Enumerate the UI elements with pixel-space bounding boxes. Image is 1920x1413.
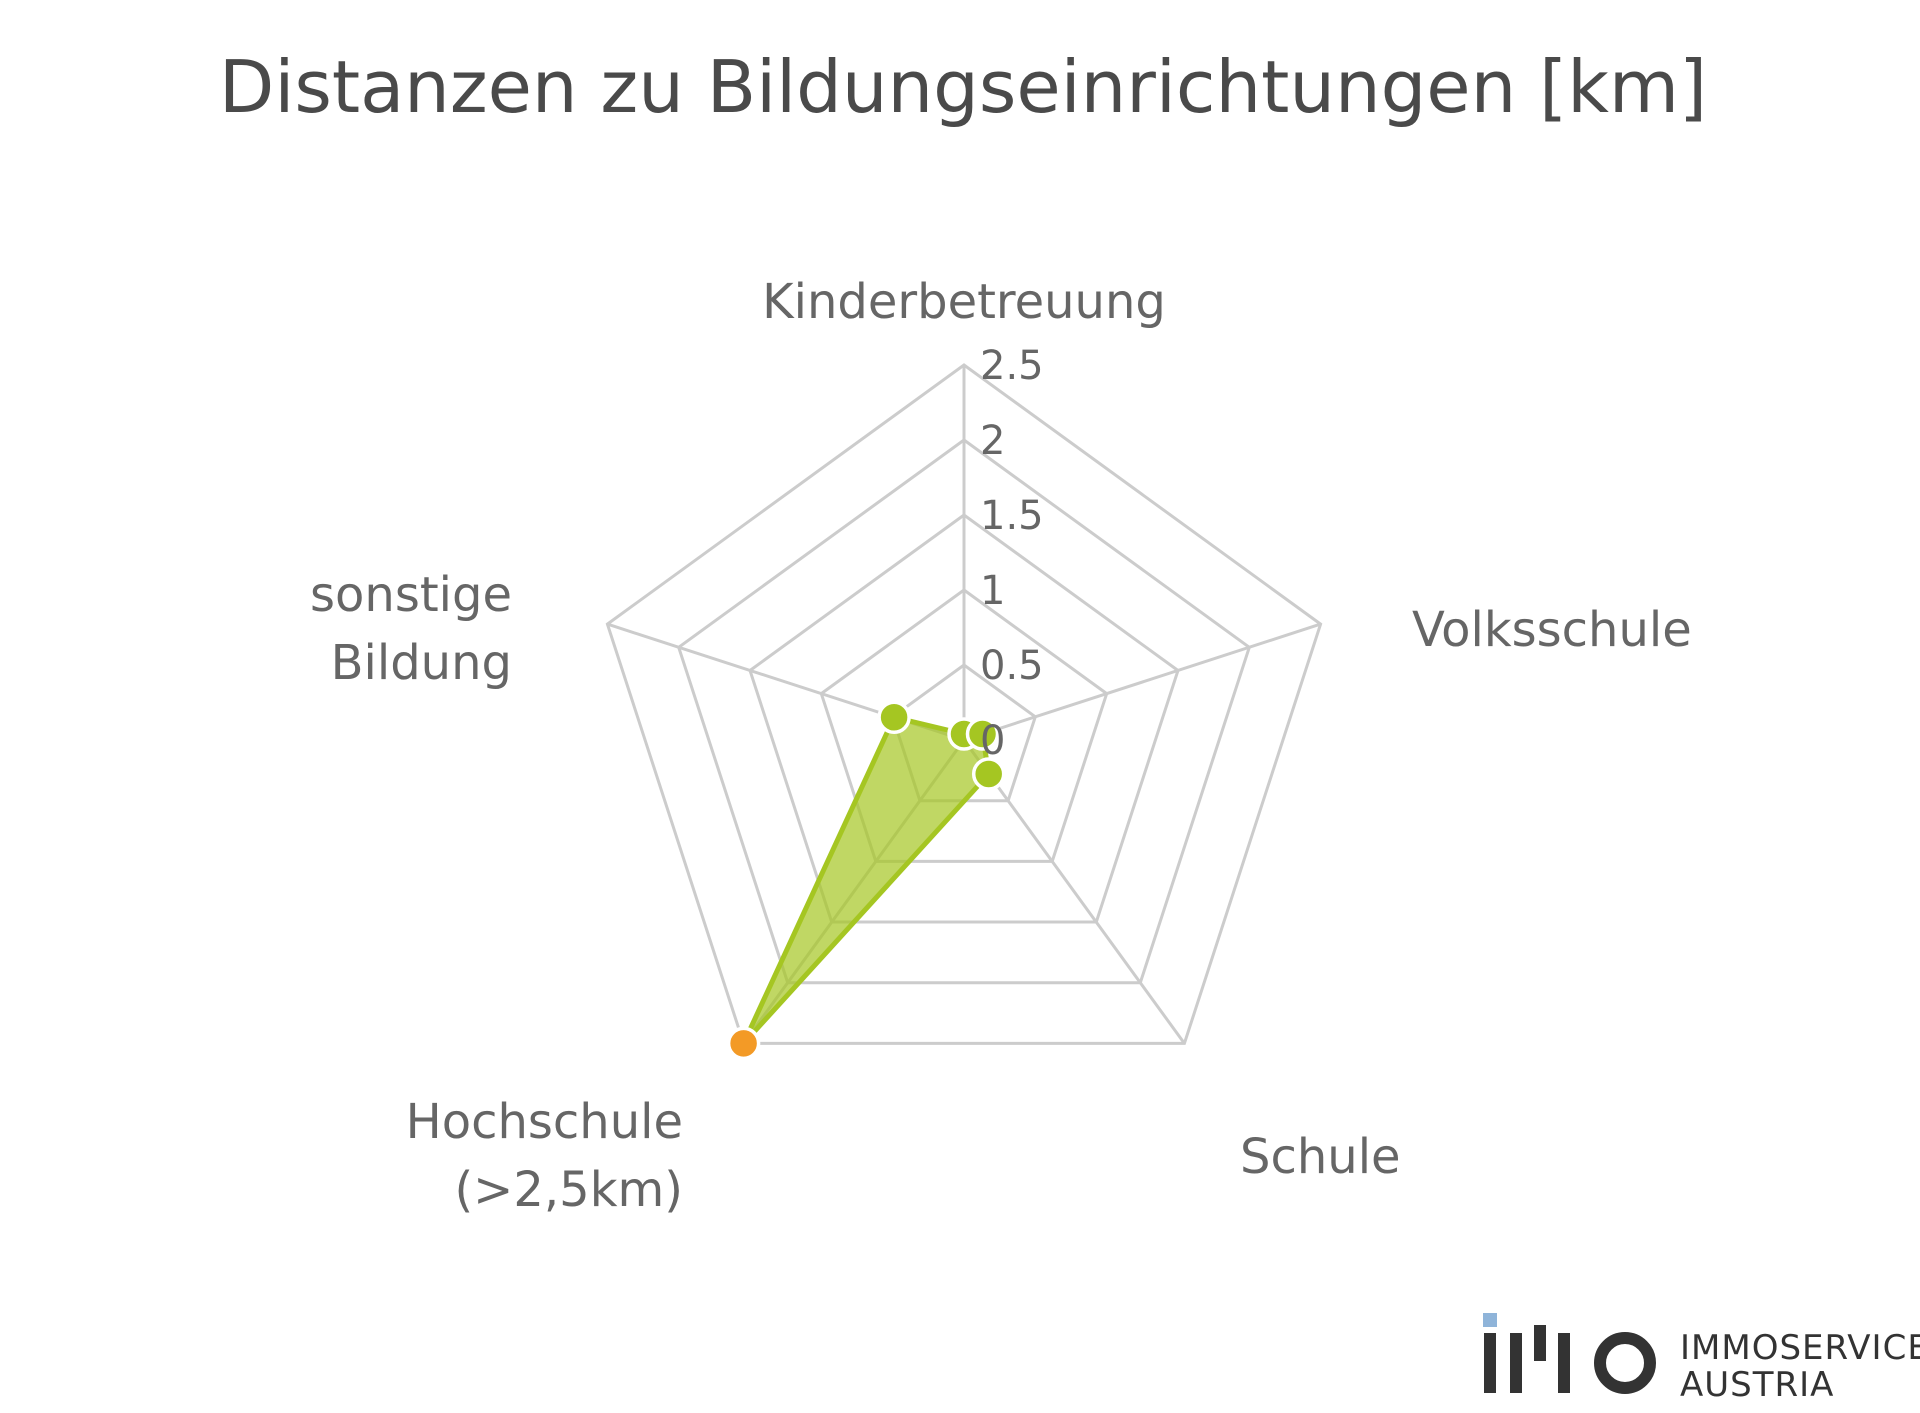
- logo-mark-bar-3: [1534, 1325, 1546, 1361]
- category-label-4-line-1: Bildung: [331, 635, 512, 691]
- grid-ring-3: [748, 513, 1180, 924]
- chart-title: Distanzen zu Bildungseinrichtungen [km]: [219, 45, 1707, 129]
- radar-grid: [605, 363, 1323, 1045]
- category-label-0-line-0: Kinderbetreuung: [762, 274, 1166, 330]
- grid-spoke-2: [962, 739, 1186, 1045]
- tick-label-1: 0.5: [980, 643, 1044, 689]
- logo-accent-square: [1483, 1313, 1497, 1327]
- logo-mark-bar-2: [1510, 1333, 1522, 1393]
- logo-mark-ring: [1594, 1332, 1656, 1394]
- data-point-2: [971, 757, 1006, 791]
- category-label-3-line-0: Hochschule: [406, 1094, 683, 1150]
- grid-spoke-1: [963, 622, 1322, 742]
- data-point-4: [877, 700, 911, 735]
- logo-mark-bar-4: [1558, 1333, 1570, 1393]
- tick-label-5: 2.5: [980, 343, 1044, 389]
- grid-ring-2: [819, 588, 1109, 863]
- radial-tick-labels: 0 0.5 1 1.5 2 2.5: [980, 343, 1044, 764]
- category-labels: Kinderbetreuung Volksschule Schule Hochschu…: [310, 274, 1692, 1218]
- logo-text-line1: IMMOSERVICE: [1680, 1328, 1920, 1368]
- grid-ring-5: [605, 363, 1323, 1045]
- immoservice-logo: IMMOSERVICE AUSTRIA: [1483, 1313, 1920, 1405]
- logo-text-line2: AUSTRIA: [1680, 1365, 1834, 1405]
- tick-label-3: 1.5: [980, 493, 1044, 539]
- data-point-3: [726, 1026, 761, 1061]
- grid-ring-4: [676, 438, 1252, 985]
- logo-mark-bar-1: [1484, 1333, 1496, 1393]
- category-label-3-line-1: (>2,5km): [454, 1162, 683, 1218]
- category-label-2-line-0: Schule: [1240, 1129, 1401, 1185]
- category-label-4-line-0: sonstige: [310, 567, 512, 623]
- tick-label-0: 0: [980, 718, 1005, 764]
- category-label-1-line-0: Volksschule: [1412, 602, 1692, 658]
- data-point-1: [965, 717, 1000, 751]
- tick-label-2: 1: [980, 568, 1005, 614]
- radar-series: [726, 700, 1006, 1061]
- tick-label-4: 2: [980, 418, 1005, 464]
